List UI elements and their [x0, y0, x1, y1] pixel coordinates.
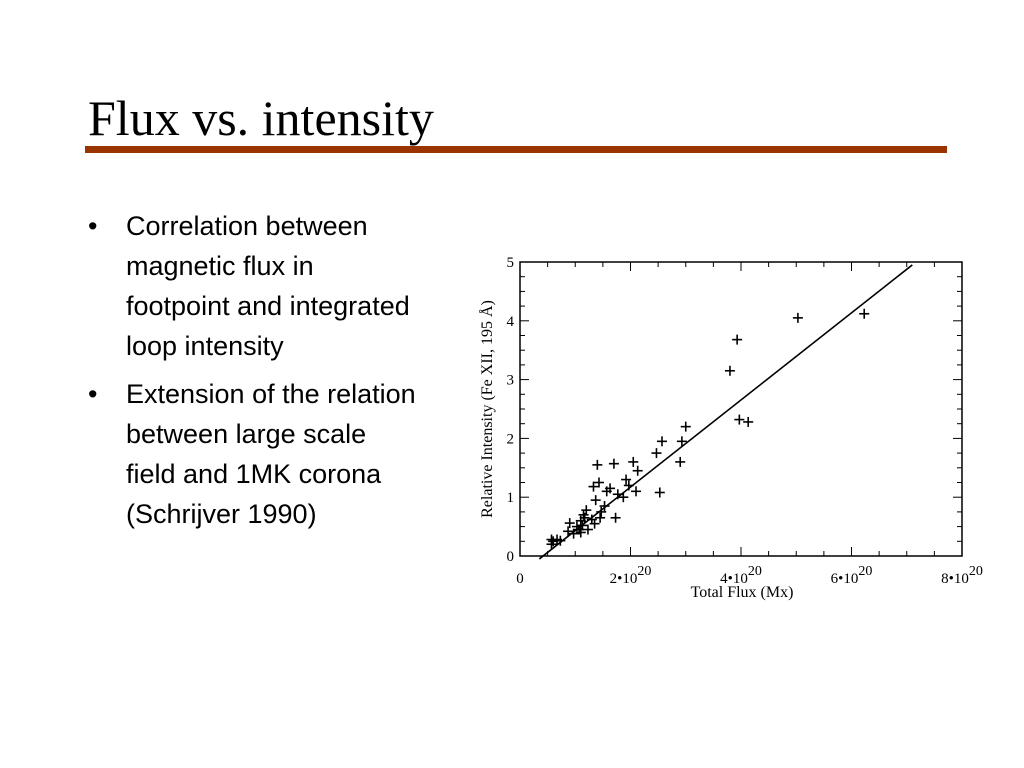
data-point [575, 527, 586, 538]
fit-line [538, 264, 913, 560]
data-point [592, 459, 603, 470]
bullet-list: Correlation between magnetic flux in foo… [86, 206, 470, 542]
x-tick-label: 6•1020 [831, 564, 873, 587]
data-point [594, 477, 605, 488]
y-tick-label: 4 [507, 314, 515, 330]
bullet-item: Extension of the relation between large … [86, 374, 470, 534]
data-point [631, 486, 642, 497]
y-tick-label: 2 [507, 431, 515, 447]
data-point [577, 520, 588, 531]
data-point [589, 518, 600, 529]
data-point [568, 528, 579, 539]
y-axis-label: Relative Intensity (Fe XII, 195 Å) [478, 300, 496, 518]
bullet-item: Correlation between magnetic flux in foo… [86, 206, 470, 366]
x-tick-label: 4•1020 [720, 564, 762, 587]
data-point [582, 524, 593, 535]
data-point [621, 474, 632, 485]
data-point [599, 501, 610, 512]
title-underline [85, 146, 947, 153]
data-point [859, 308, 870, 319]
y-tick-label: 3 [507, 373, 515, 389]
data-point [651, 448, 662, 459]
x-tick-label: 8•1020 [941, 564, 983, 587]
data-point [564, 518, 575, 529]
data-point [623, 480, 634, 491]
data-point [612, 489, 623, 500]
axis-ticks [519, 261, 963, 557]
data-point [675, 456, 686, 467]
data-point [596, 506, 607, 517]
slide-title: Flux vs. intensity [88, 90, 434, 146]
data-point [605, 483, 616, 494]
data-point [555, 535, 566, 546]
data-point [588, 481, 599, 492]
flux-intensity-scatter-plot: 0 1 2 3 4 5 0 2•1020 4•1020 6•1020 8•1020 Total Fl… [478, 255, 983, 601]
data-point [610, 512, 621, 523]
data-point [563, 526, 574, 537]
data-point [743, 416, 754, 427]
data-point [590, 495, 601, 506]
data-point [676, 436, 687, 447]
y-tick-label: 5 [507, 255, 515, 271]
data-point [579, 512, 590, 523]
x-tick-label: 2•1020 [610, 564, 652, 587]
axis-tick-labels: 0 1 2 3 4 5 0 2•1020 4•1020 6•1020 8•1020 [507, 255, 983, 587]
data-point [654, 487, 665, 498]
data-point [724, 365, 735, 376]
data-points [546, 308, 870, 550]
data-point [595, 512, 606, 523]
x-tick-label: 0 [516, 571, 524, 587]
y-tick-label: 1 [507, 490, 515, 506]
data-point [608, 458, 619, 469]
data-point [680, 421, 691, 432]
data-point [628, 456, 639, 467]
data-point [632, 465, 643, 476]
data-point [656, 436, 667, 447]
data-point [581, 505, 592, 516]
data-point [734, 414, 745, 425]
data-point [618, 492, 629, 503]
data-point [792, 312, 803, 323]
y-tick-label: 0 [507, 549, 515, 565]
data-point [732, 334, 743, 345]
x-axis-label: Total Flux (Mx) [691, 584, 794, 601]
